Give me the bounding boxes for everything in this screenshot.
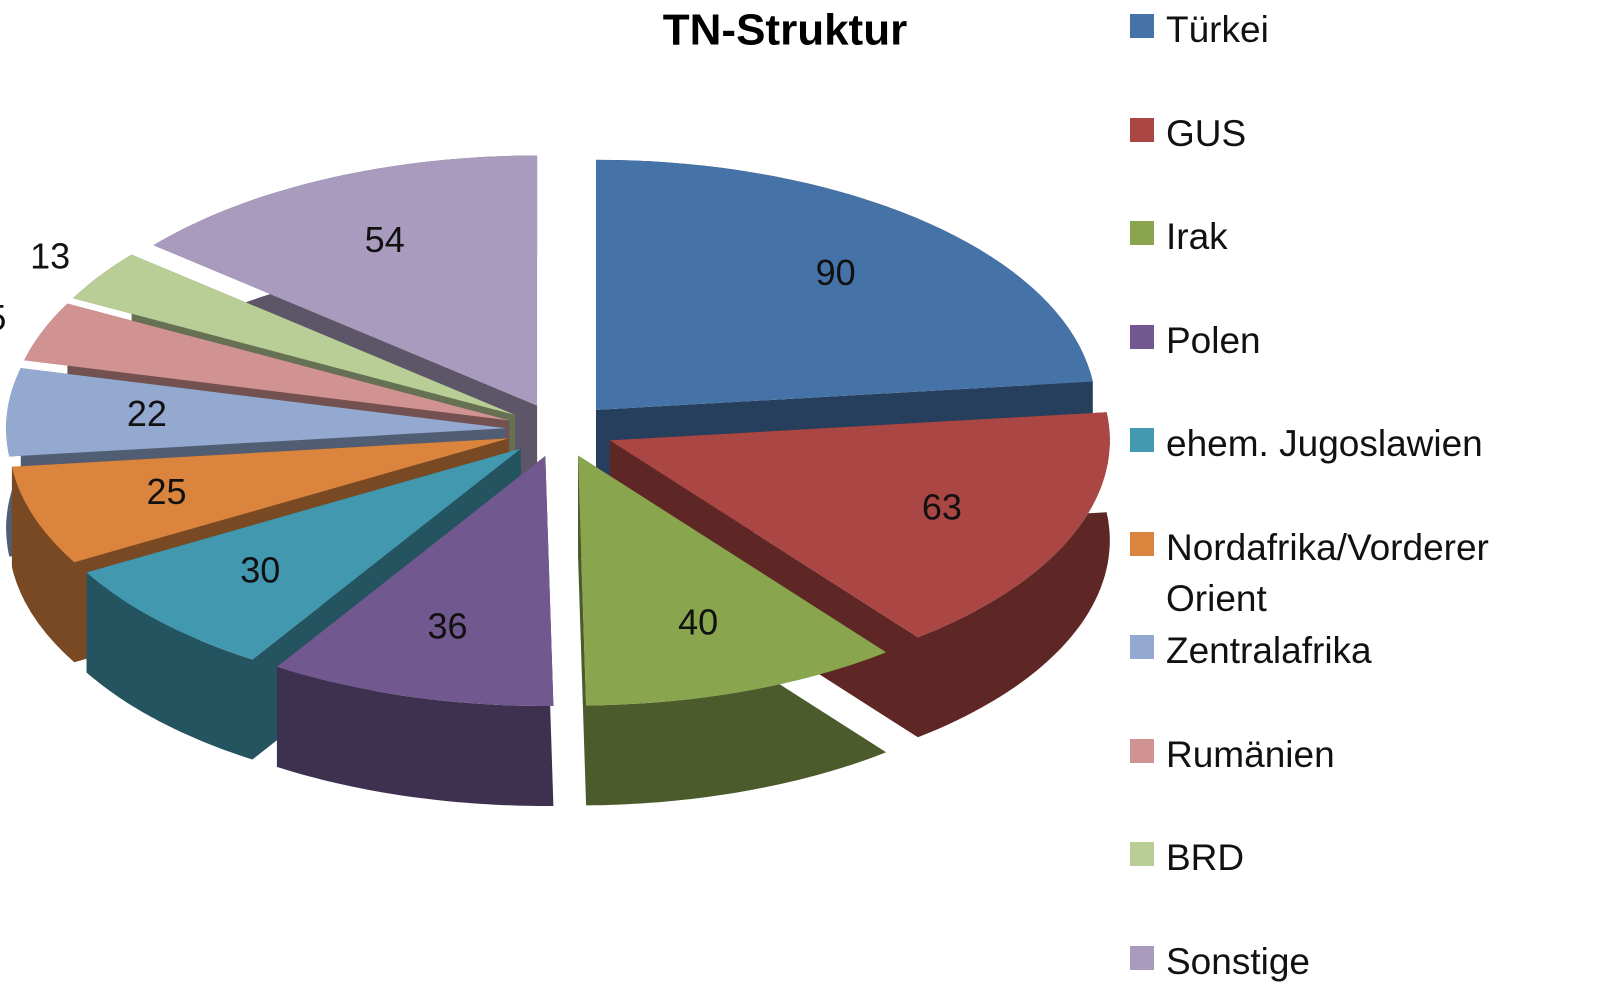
slice (153, 155, 538, 406)
legend-swatch (1130, 117, 1154, 142)
legend-swatch (1130, 842, 1154, 866)
legend-item: Zentralafrika (1130, 625, 1586, 677)
slice (24, 303, 510, 421)
slice (6, 368, 507, 457)
data-label: 36 (427, 606, 467, 647)
legend-swatch (1130, 635, 1154, 659)
legend-label: ehem. Jugoslawien (1166, 423, 1483, 464)
legend-swatch (1130, 531, 1154, 556)
slice (609, 412, 1110, 638)
legend-item: Polen (1130, 315, 1586, 367)
chart: TN-Struktur 90 63 40 36 30 25 22 15 13 54 (0, 6, 1110, 806)
slice (276, 456, 554, 706)
legend-label: Nordafrika/Vorderer Orient (1166, 526, 1489, 620)
legend-item: Türkei (1130, 4, 1586, 56)
legend-item: ehem. Jugoslawien (1130, 418, 1586, 470)
chart-title: TN-Struktur (663, 6, 907, 55)
data-label: 40 (678, 602, 718, 643)
legend-swatch (1130, 14, 1154, 38)
slice (578, 455, 887, 706)
legend-swatch (1130, 945, 1154, 970)
legend-item: GUS (1130, 108, 1586, 160)
data-label: 54 (365, 219, 405, 260)
legend-label: Sonstige (1166, 940, 1310, 982)
data-label: 90 (816, 252, 856, 293)
legend-item: Sonstige (1130, 936, 1586, 988)
legend-swatch (1130, 221, 1154, 245)
slice (11, 438, 509, 563)
legend-label: Zentralafrika (1166, 630, 1372, 671)
data-label: 15 (0, 297, 6, 338)
legend-label: Polen (1166, 319, 1261, 361)
legend-label: Rumänien (1166, 733, 1335, 775)
legend-item: Irak (1130, 211, 1586, 263)
legend-swatch (1130, 738, 1154, 763)
legend-item: Nordafrika/Vorderer Orient (1130, 522, 1586, 626)
legend-label: BRD (1166, 837, 1245, 878)
legend-label: Türkei (1166, 9, 1269, 50)
slice (73, 254, 516, 415)
data-label: 63 (922, 487, 962, 528)
data-label: 22 (127, 393, 167, 434)
legend-item: Rumänien (1130, 729, 1586, 781)
data-label: 13 (30, 235, 70, 276)
legend-label: GUS (1166, 112, 1247, 154)
slice (596, 159, 1093, 410)
data-label: 25 (146, 471, 186, 512)
legend-swatch (1130, 324, 1154, 349)
slice (86, 448, 521, 660)
legend-swatch (1130, 428, 1154, 452)
legend-label: Irak (1166, 216, 1228, 257)
legend-item: BRD (1130, 832, 1586, 884)
data-label: 30 (240, 549, 280, 590)
